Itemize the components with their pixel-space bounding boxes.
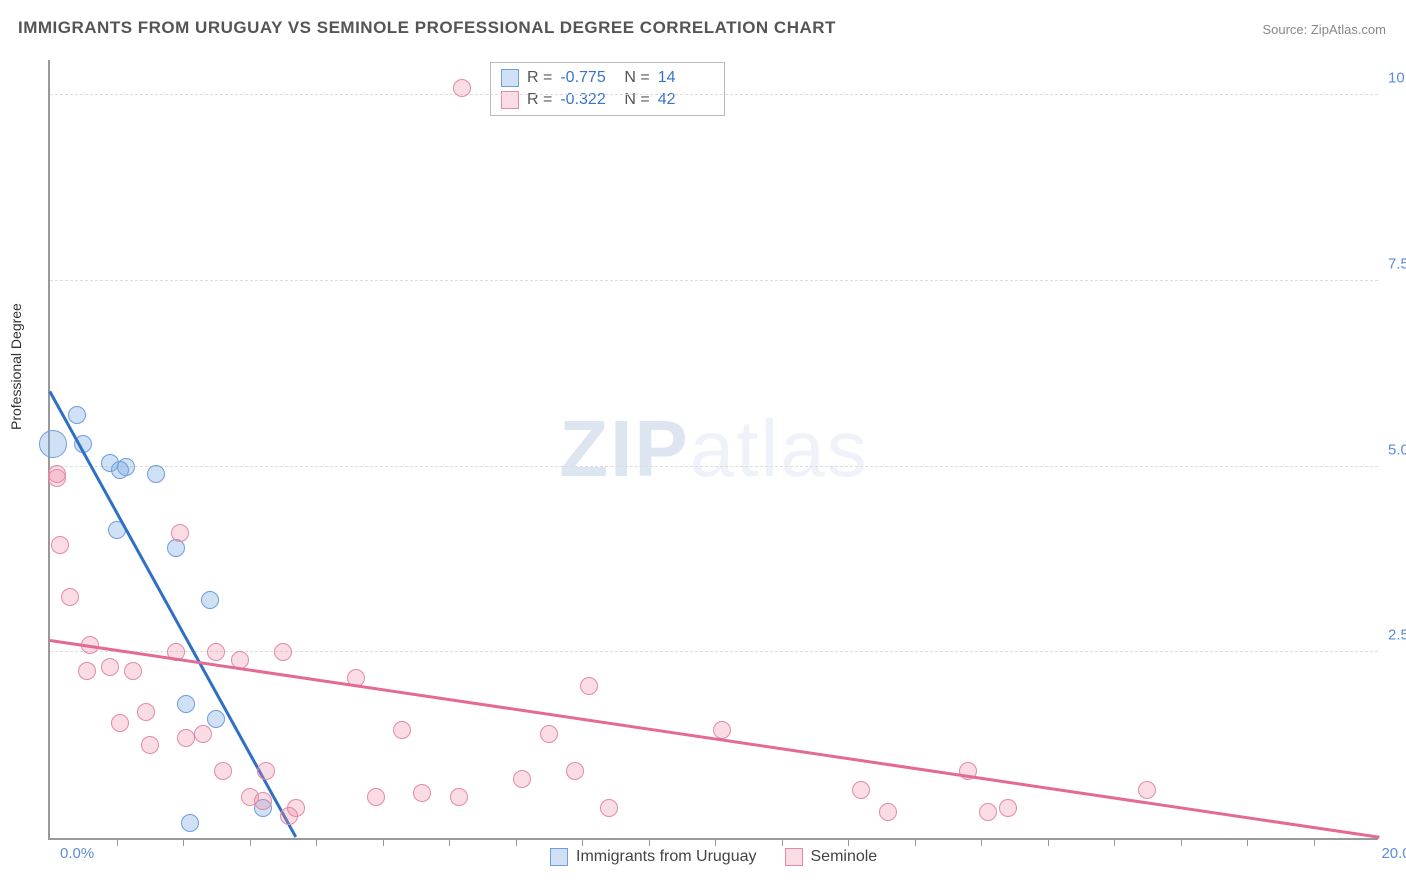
scatter-point [194, 725, 212, 743]
x-tick [183, 838, 184, 846]
y-axis-label: Professional Degree [8, 303, 24, 430]
scatter-point [367, 788, 385, 806]
x-tick [715, 838, 716, 846]
scatter-point [111, 461, 129, 479]
x-tick [250, 838, 251, 846]
trend-line [50, 639, 1380, 838]
scatter-point [879, 803, 897, 821]
watermark-part1: ZIP [559, 404, 689, 493]
series-legend: Immigrants from Uruguay Seminole [550, 848, 877, 866]
x-tick [1048, 838, 1049, 846]
scatter-point [181, 814, 199, 832]
scatter-point [39, 430, 67, 458]
scatter-point [177, 695, 195, 713]
scatter-point [147, 465, 165, 483]
watermark-part2: atlas [690, 404, 869, 493]
x-tick [915, 838, 916, 846]
scatter-point [566, 762, 584, 780]
scatter-point [453, 79, 471, 97]
scatter-point [600, 799, 618, 817]
scatter-point [513, 770, 531, 788]
scatter-point [207, 643, 225, 661]
x-tick [649, 838, 650, 846]
x-axis-max-label: 20.0% [1381, 845, 1406, 862]
n-value: 14 [658, 69, 714, 87]
scatter-point [68, 406, 86, 424]
x-tick [449, 838, 450, 846]
legend-swatch [550, 848, 568, 866]
x-tick [1314, 838, 1315, 846]
scatter-point [257, 762, 275, 780]
scatter-plot-area: ZIPatlas R =-0.775N =14R =-0.322N =42 0.… [48, 60, 1378, 840]
x-tick [383, 838, 384, 846]
y-tick-label: 5.0% [1388, 441, 1406, 458]
scatter-point [141, 736, 159, 754]
scatter-point [61, 588, 79, 606]
scatter-point [999, 799, 1017, 817]
scatter-point [979, 803, 997, 821]
r-label: R = [527, 69, 552, 87]
x-tick [981, 838, 982, 846]
scatter-point [177, 729, 195, 747]
scatter-point [287, 799, 305, 817]
gridline [50, 94, 1378, 95]
scatter-point [254, 792, 272, 810]
gridline [50, 466, 1378, 467]
scatter-point [101, 658, 119, 676]
x-tick [782, 838, 783, 846]
x-tick [848, 838, 849, 846]
scatter-point [580, 677, 598, 695]
x-tick [316, 838, 317, 846]
gridline [50, 651, 1378, 652]
scatter-point [540, 725, 558, 743]
x-tick [1247, 838, 1248, 846]
scatter-point [214, 762, 232, 780]
x-tick [1114, 838, 1115, 846]
source-attribution: Source: ZipAtlas.com [1262, 22, 1386, 37]
y-tick-label: 7.5% [1388, 255, 1406, 272]
legend-item: Seminole [785, 848, 878, 866]
x-tick [582, 838, 583, 846]
legend-swatch [785, 848, 803, 866]
scatter-point [450, 788, 468, 806]
y-tick-label: 2.5% [1388, 627, 1406, 644]
scatter-point [78, 662, 96, 680]
scatter-point [207, 710, 225, 728]
gridline [50, 280, 1378, 281]
scatter-point [137, 703, 155, 721]
scatter-point [852, 781, 870, 799]
scatter-point [51, 536, 69, 554]
scatter-point [48, 465, 66, 483]
scatter-point [393, 721, 411, 739]
scatter-point [413, 784, 431, 802]
r-value: -0.775 [560, 69, 616, 87]
watermark: ZIPatlas [559, 403, 868, 495]
scatter-point [124, 662, 142, 680]
scatter-point [111, 714, 129, 732]
x-tick [117, 838, 118, 846]
correlation-stats-box: R = -0.775 N = 14 R =-0.322N =42 [490, 62, 725, 116]
x-tick [516, 838, 517, 846]
scatter-point [201, 591, 219, 609]
x-tick [1181, 838, 1182, 846]
scatter-point [171, 524, 189, 542]
y-tick-label: 10.0% [1388, 70, 1406, 87]
source-prefix: Source: [1262, 22, 1310, 37]
source-name: ZipAtlas.com [1311, 22, 1386, 37]
legend-swatch [501, 69, 519, 87]
scatter-point [274, 643, 292, 661]
x-axis-origin-label: 0.0% [60, 845, 94, 862]
chart-title: IMMIGRANTS FROM URUGUAY VS SEMINOLE PROF… [18, 18, 836, 38]
n-label: N = [624, 69, 649, 87]
legend-item: Immigrants from Uruguay [550, 848, 757, 866]
legend-label: Immigrants from Uruguay [576, 848, 757, 866]
legend-label: Seminole [811, 848, 878, 866]
stats-row: R =-0.322N =42 [501, 89, 714, 111]
stats-row: R = -0.775 N = 14 [501, 67, 714, 89]
scatter-point [1138, 781, 1156, 799]
